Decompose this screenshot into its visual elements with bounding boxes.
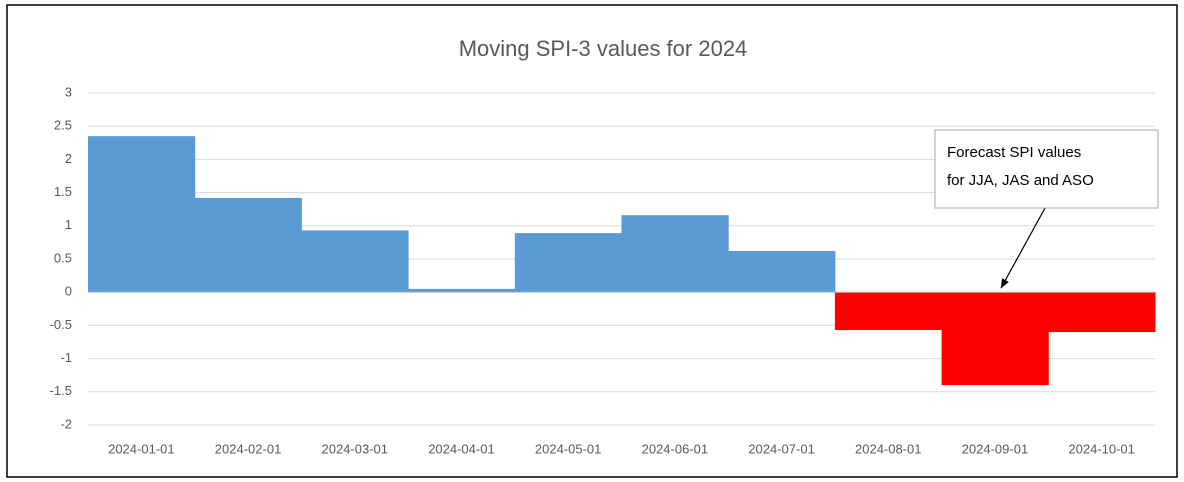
x-tick-label: 2024-03-01	[322, 441, 389, 456]
x-tick-label: 2024-05-01	[535, 441, 602, 456]
bar	[1048, 292, 1156, 333]
x-tick-label: 2024-02-01	[215, 441, 282, 456]
bar	[514, 233, 622, 293]
y-tick-label: -0.5	[50, 317, 72, 332]
bar	[194, 197, 302, 293]
annotation-box	[934, 129, 1159, 209]
y-tick-label: 1.5	[54, 184, 72, 199]
x-tick-label: 2024-09-01	[962, 441, 1029, 456]
y-tick-label: 1	[65, 217, 72, 232]
y-tick-label: -1	[60, 350, 72, 365]
x-tick-label: 2024-07-01	[748, 441, 815, 456]
bar	[728, 251, 836, 293]
bar	[408, 288, 516, 293]
y-tick-label: 2	[65, 151, 72, 166]
bar	[88, 136, 196, 293]
y-tick-label: 0.5	[54, 250, 72, 265]
bar	[301, 230, 409, 293]
y-tick-label: 2.5	[54, 118, 72, 133]
x-tick-label: 2024-06-01	[642, 441, 709, 456]
bar	[941, 292, 1049, 386]
annotation-arrowhead	[1000, 278, 1009, 289]
bar	[834, 292, 943, 331]
y-tick-label: -1.5	[50, 383, 72, 398]
x-tick-label: 2024-10-01	[1068, 441, 1135, 456]
x-tick-label: 2024-04-01	[428, 441, 495, 456]
annotation-arrow	[1000, 207, 1046, 289]
annotation-text: for JJA, JAS and ASO	[947, 172, 1094, 189]
x-tick-label: 2024-01-01	[108, 441, 175, 456]
y-tick-label: 3	[65, 84, 72, 99]
bar	[621, 215, 729, 293]
chart-title: Moving SPI-3 values for 2024	[459, 36, 748, 61]
y-tick-label: -2	[60, 416, 72, 431]
x-tick-label: 2024-08-01	[855, 441, 922, 456]
annotation-text: Forecast SPI values	[947, 144, 1081, 161]
y-tick-label: 0	[65, 284, 72, 299]
